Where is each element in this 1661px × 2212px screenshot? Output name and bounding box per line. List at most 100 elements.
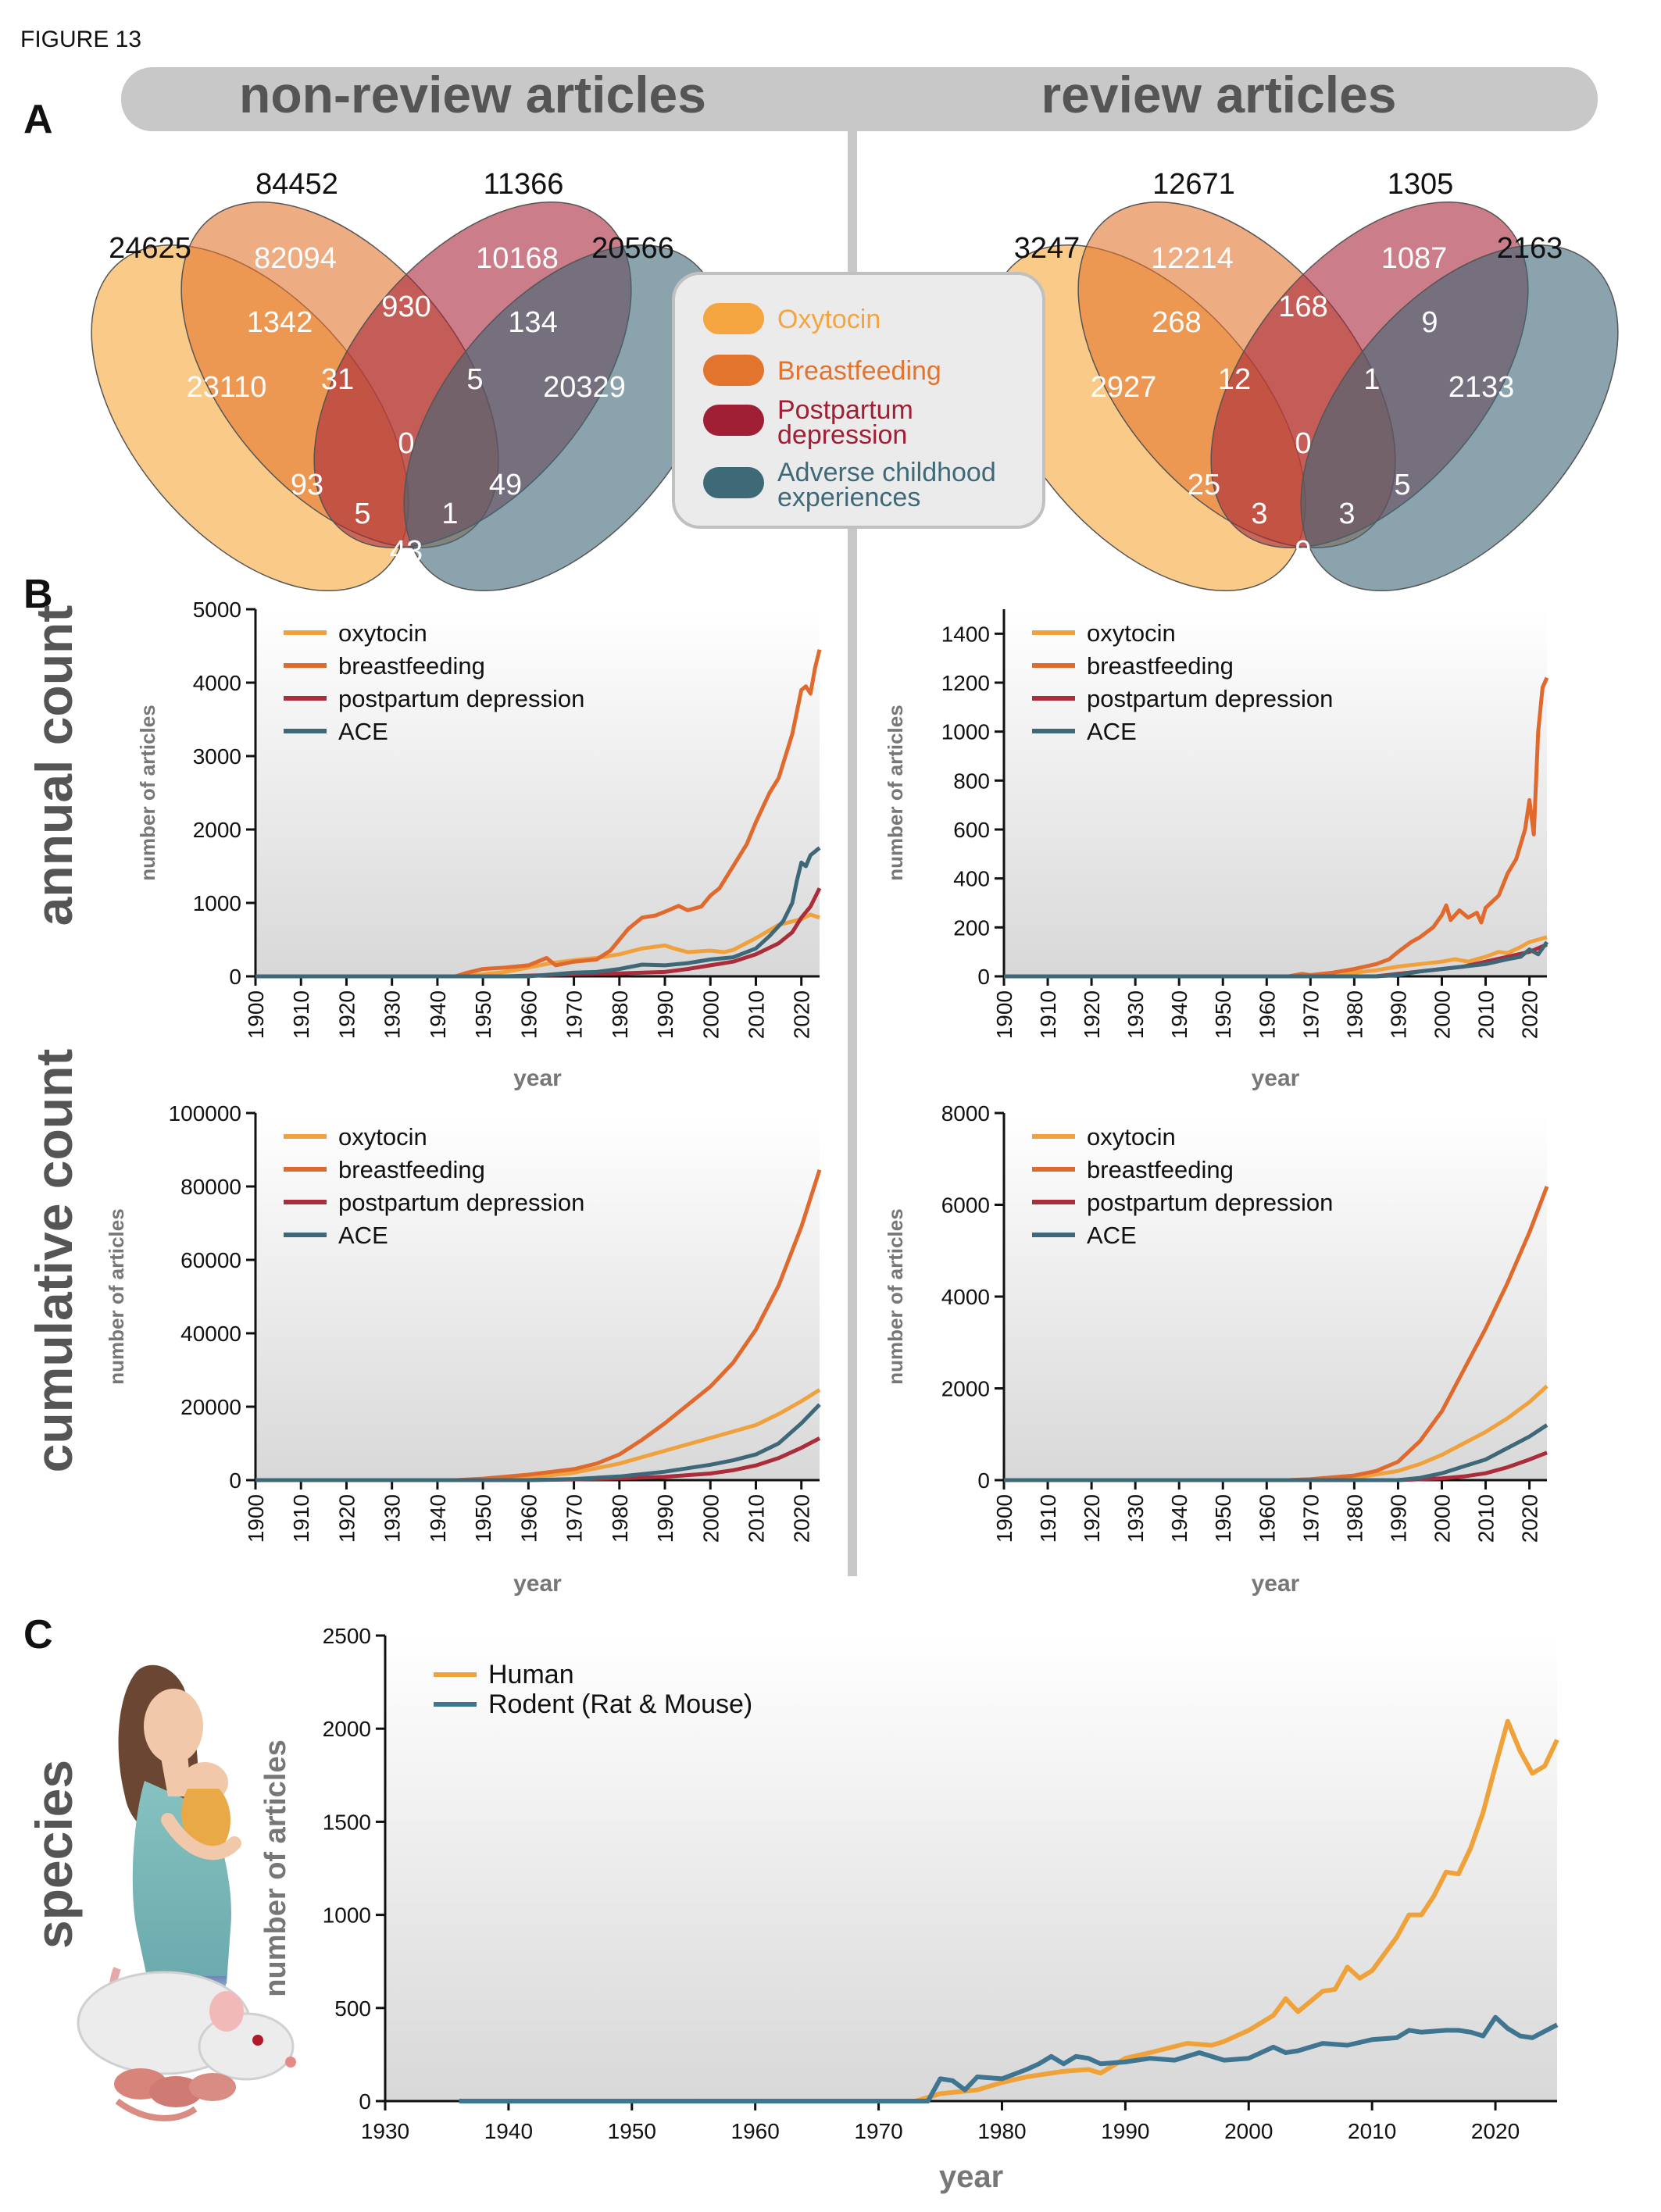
y-axis-label: number of articles	[105, 1208, 128, 1384]
y-tick-label: 5000	[193, 598, 241, 622]
series-line-breastfeeding	[255, 1169, 822, 1482]
x-tick-label: 1970	[1298, 1494, 1323, 1543]
venn-region-obpa: 0	[1295, 427, 1311, 460]
y-tick-label: 40000	[180, 1322, 241, 1346]
x-tick-label: 2000	[1430, 1494, 1454, 1543]
x-tick-label: 1960	[1255, 990, 1279, 1039]
mother-illustration	[118, 1664, 241, 2015]
x-tick-label: 1920	[1080, 1494, 1104, 1543]
x-tick-label: 1930	[380, 1494, 405, 1543]
chart-cumulative-review: 0 2000 4000 6000 8000 1900 1910 1920 1930 1940 195…	[884, 1101, 1549, 1597]
y-tick-label: 1000	[323, 1903, 371, 1928]
x-tick-label: 2020	[1471, 2119, 1520, 2143]
y-tick-label: 1000	[941, 720, 990, 744]
legend-label: ACE	[1087, 1222, 1137, 1249]
y-tick-label: 20000	[180, 1395, 241, 1419]
y-tick-label: 2000	[941, 1377, 990, 1401]
y-tick-label: 2500	[323, 1624, 371, 1648]
y-tick-label: 0	[977, 1468, 990, 1493]
venn-region-oa: 43	[390, 535, 423, 568]
series-line-human	[459, 1718, 1559, 2103]
x-axis-label: year	[513, 1571, 562, 1597]
x-tick-label: 1930	[361, 2119, 409, 2143]
y-axis-label: number of articles	[136, 705, 159, 880]
legend-label: postpartum depression	[338, 685, 584, 712]
venn-legend: Oxytocin Breastfeeding Postpartumdepressio…	[672, 272, 1045, 529]
x-tick-label: 1950	[471, 1494, 495, 1543]
x-tick-label: 1990	[653, 990, 677, 1039]
legend-swatch-2	[703, 405, 764, 436]
legend-label: ACE	[338, 1222, 388, 1249]
venn-total-ace: 20566	[591, 232, 674, 265]
x-tick-label: 1940	[426, 990, 450, 1039]
panel-label-c: C	[23, 1612, 53, 1657]
x-axis-label: year	[939, 2160, 1003, 2194]
y-tick-label: 0	[229, 1468, 241, 1493]
x-tick-label: 1930	[1123, 1494, 1148, 1543]
x-tick-label: 1900	[244, 990, 268, 1039]
legend-label-3: Adverse childhood	[777, 458, 996, 487]
legend-label-3: experiences	[777, 483, 920, 512]
x-tick-label: 1960	[731, 2119, 780, 2143]
y-tick-label: 3000	[193, 744, 241, 769]
x-tick-label: 2020	[1518, 990, 1542, 1039]
venn-region-op: 93	[291, 469, 323, 501]
x-tick-label: 1950	[1211, 990, 1235, 1039]
legend-label: oxytocin	[1087, 619, 1176, 647]
x-tick-label: 1900	[992, 990, 1016, 1039]
x-tick-label: 2000	[1430, 990, 1454, 1039]
series-line-oxytocin	[255, 912, 820, 979]
y-tick-label: 500	[334, 1996, 371, 2021]
x-tick-label: 1990	[1386, 990, 1410, 1039]
x-tick-label: 2010	[744, 990, 768, 1039]
x-tick-label: 1930	[1123, 990, 1148, 1039]
legend-swatch-0	[703, 303, 764, 334]
venn-total-oxytocin: 3247	[1014, 232, 1081, 265]
venn-region-p: 10168	[476, 242, 559, 275]
legend-box-frame	[672, 272, 1045, 529]
x-tick-label: 2010	[744, 1494, 768, 1543]
x-axis-label: year	[513, 1065, 562, 1091]
chart-annual-review: 0 200 400 600 800 1000 1200 1400 1900 1910 1920 193…	[884, 609, 1549, 1091]
venn-region-opa: 3	[1251, 498, 1267, 530]
y-tick-label: 80000	[180, 1175, 241, 1199]
legend-label: breastfeeding	[1087, 652, 1234, 680]
row-label-species: species	[25, 1760, 83, 1949]
plot-area	[255, 609, 820, 976]
venn-region-bp: 168	[1278, 291, 1327, 323]
legend-label: breastfeeding	[1087, 1156, 1234, 1183]
y-tick-label: 1200	[941, 671, 990, 695]
venn-set-ace	[403, 244, 722, 592]
y-tick-label: 1500	[323, 1810, 371, 1834]
chart-annual-nonreview: 0 1000 2000 3000 4000 5000 1900 1910 1920 1930 194…	[136, 598, 822, 1091]
x-tick-label: 1990	[1101, 2119, 1149, 2143]
legend-label-2: depression	[777, 420, 907, 450]
plot-area	[1004, 1113, 1547, 1480]
x-tick-label: 1910	[1036, 990, 1060, 1039]
plot-area	[255, 1113, 820, 1480]
venn-total-breastfeeding: 84452	[255, 168, 338, 201]
venn-region-b: 12214	[1151, 242, 1234, 275]
x-tick-label: 1970	[854, 2119, 902, 2143]
y-tick-label: 6000	[941, 1193, 990, 1218]
venn-region-op: 25	[1188, 469, 1220, 501]
legend-label: oxytocin	[338, 619, 427, 647]
x-tick-label: 1900	[992, 1494, 1016, 1543]
y-tick-label: 100000	[169, 1101, 241, 1126]
chart-cumulative-nonreview: 0 20000 40000 60000 80000 100000 1900 1910 1920 1…	[105, 1101, 822, 1597]
x-tick-label: 1990	[653, 1494, 677, 1543]
x-tick-label: 1980	[1342, 1494, 1366, 1543]
x-tick-label: 1970	[563, 990, 587, 1039]
legend-label-2: Postpartum	[777, 395, 913, 425]
venn-region-p: 1087	[1381, 242, 1448, 275]
x-tick-label: 1920	[334, 990, 359, 1039]
figure-label: FIGURE 13	[20, 27, 141, 52]
legend-label-1: Breastfeeding	[777, 356, 941, 386]
venn-nonreview: 24625 84452 11366 20566 23110 82094 10168 20329…	[91, 168, 722, 592]
legend-label: oxytocin	[1087, 1123, 1176, 1151]
venn-region-bpa: 1	[1363, 363, 1380, 396]
legend-label: breastfeeding	[338, 1156, 485, 1183]
x-tick-label: 1980	[608, 1494, 632, 1543]
venn-region-b: 82094	[254, 242, 337, 275]
